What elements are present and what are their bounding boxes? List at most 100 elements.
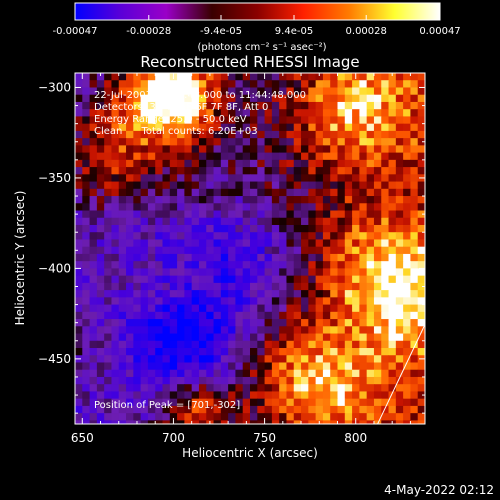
heatmap-cell [235,420,244,424]
heatmap-cell [373,319,382,327]
heatmap-cell [242,217,251,226]
heatmap-cell [82,282,91,291]
x-tick-label: 800 [344,431,367,445]
heatmap-cell [388,290,397,298]
heatmap-cell [286,73,295,81]
heatmap-cell [169,87,178,96]
heatmap-cell [184,261,193,269]
heatmap-cell [140,94,149,103]
heatmap-cell [293,413,302,421]
heatmap-cell [381,405,390,414]
heatmap-cell [213,188,222,197]
heatmap-cell [410,152,419,161]
heatmap-cell [264,405,273,414]
heatmap-cell [264,123,273,132]
plot-title: Reconstructed RHESSI Image [140,53,359,71]
heatmap-cell [162,340,171,349]
heatmap-cell [330,340,338,349]
heatmap-cell [308,362,317,371]
heatmap-cell [373,123,382,132]
heatmap-cell [155,174,163,183]
heatmap-cell [104,159,112,168]
heatmap-cell [162,167,171,175]
heatmap-cell [271,196,280,204]
heatmap-cell [381,261,390,269]
heatmap-cell [111,275,120,284]
heatmap-cell [89,348,98,356]
heatmap-cell [220,398,229,407]
heatmap-cell [162,413,171,421]
heatmap-cell [293,174,302,183]
heatmap-cell [388,413,397,421]
heatmap-cell [198,217,207,226]
heatmap-cell [228,167,236,175]
heatmap-cell [140,261,149,269]
heatmap-cell [177,196,185,204]
heatmap-cell [366,420,375,424]
heatmap-cell [206,109,215,117]
heatmap-cell [279,261,287,269]
heatmap-cell [155,130,163,139]
heatmap-cell [250,348,258,356]
heatmap-cell [308,311,317,320]
heatmap-cell [147,413,156,421]
heatmap-cell [118,181,127,190]
heatmap-cell [213,80,222,88]
heatmap-cell [359,174,368,183]
heatmap-cell [242,261,251,269]
heatmap-cell [301,290,309,298]
heatmap-cell [271,398,280,407]
heatmap-cell [257,282,266,291]
heatmap-cell [308,152,317,161]
heatmap-cell [250,188,258,197]
heatmap-cell [184,384,193,392]
heatmap-cell [250,109,258,117]
heatmap-cell [75,369,83,378]
heatmap-cell [257,326,266,335]
heatmap-cell [228,130,236,139]
heatmap-cell [89,167,98,175]
heatmap-cell [373,405,382,414]
heatmap-cell [118,268,127,277]
heatmap-cell [359,123,368,132]
heatmap-cell [104,391,112,400]
heatmap-cell [395,268,404,277]
heatmap-cell [417,232,425,240]
heatmap-cell [111,326,120,335]
heatmap-cell [301,340,309,349]
heatmap-cell [301,167,309,175]
heatmap-cell [140,319,149,327]
heatmap-cell [301,362,309,371]
heatmap-cell [410,362,419,371]
heatmap-cell [308,268,317,277]
heatmap-cell [111,94,120,103]
heatmap-cell [235,239,244,248]
heatmap-cell [118,319,127,327]
heatmap-cell [366,217,375,226]
heatmap-cell [257,268,266,277]
heatmap-cell [228,246,236,255]
heatmap-cell [352,210,360,219]
heatmap-cell [96,174,105,183]
heatmap-cell [344,340,353,349]
heatmap-cell [301,224,309,233]
heatmap-cell [308,340,317,349]
heatmap-cell [169,188,178,197]
heatmap-cell [388,80,397,88]
heatmap-cell [264,80,273,88]
heatmap-cell [337,391,346,400]
heatmap-cell [322,398,331,407]
heatmap-cell [286,217,295,226]
heatmap-cell [417,145,425,154]
heatmap-cell [220,282,229,291]
heatmap-cell [96,261,105,269]
heatmap-cell [373,188,382,197]
heatmap-cell [352,405,360,414]
heatmap-cell [191,311,200,320]
heatmap-cell [133,145,142,154]
heatmap-cell [417,94,425,103]
heatmap-cell [322,376,331,385]
heatmap-cell [293,87,302,96]
heatmap-cell [330,94,338,103]
heatmap-cell [315,246,324,255]
